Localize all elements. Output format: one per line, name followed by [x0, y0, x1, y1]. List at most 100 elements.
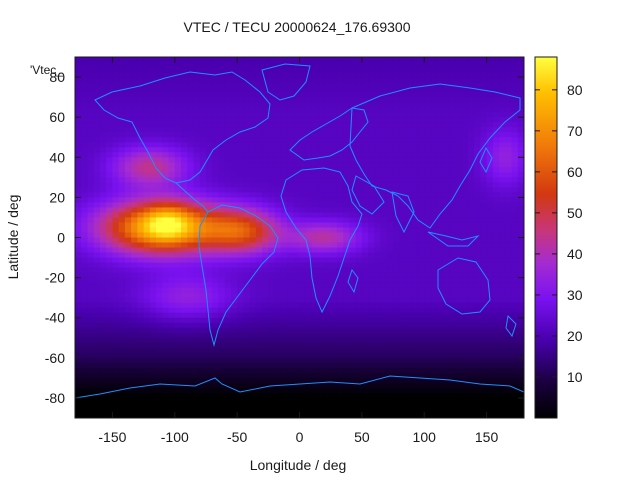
heatmap-cell: [255, 297, 263, 304]
heatmap-cell: [293, 362, 301, 369]
heatmap-cell: [212, 137, 220, 143]
heatmap-cell: [386, 92, 394, 98]
heatmap-cell: [112, 117, 120, 123]
heatmap-cell: [411, 247, 419, 254]
heatmap-cell: [492, 307, 500, 314]
heatmap-cell: [474, 317, 481, 324]
heatmap-cell: [162, 137, 170, 143]
heatmap-cell: [299, 337, 307, 344]
heatmap-cell: [112, 257, 120, 264]
heatmap-cell: [93, 132, 101, 138]
heatmap-cell: [255, 322, 263, 329]
heatmap-cell: [405, 252, 413, 259]
heatmap-cell: [174, 57, 182, 63]
heatmap-cell: [243, 397, 251, 404]
heatmap-cell: [361, 67, 369, 73]
heatmap-cell: [93, 267, 101, 274]
heatmap-cell: [87, 107, 95, 113]
heatmap-cell: [424, 192, 432, 198]
heatmap-cell: [205, 397, 213, 404]
heatmap-cell: [162, 247, 170, 254]
heatmap-cell: [81, 212, 89, 219]
heatmap-cell: [311, 287, 319, 294]
heatmap-cell: [187, 87, 195, 93]
heatmap-cell: [131, 357, 138, 364]
heatmap-cell: [299, 72, 307, 78]
heatmap-cell: [436, 297, 444, 304]
heatmap-cell: [243, 167, 251, 173]
heatmap-cell: [411, 132, 419, 138]
heatmap-cell: [187, 67, 195, 73]
heatmap-cell: [249, 382, 257, 389]
heatmap-cell: [405, 222, 413, 229]
heatmap-cell: [99, 302, 107, 309]
heatmap-cell: [287, 332, 294, 339]
heatmap-cell: [492, 367, 500, 374]
heatmap-cell: [299, 217, 307, 224]
heatmap-cell: [93, 372, 101, 379]
heatmap-cell: [499, 112, 506, 118]
heatmap-cell: [449, 302, 457, 309]
heatmap-cell: [461, 202, 469, 209]
heatmap-cell: [187, 302, 195, 309]
heatmap-cell: [336, 367, 344, 374]
heatmap-cell: [324, 382, 332, 389]
heatmap-cell: [124, 347, 132, 354]
heatmap-cell: [224, 97, 232, 103]
heatmap-cell: [106, 212, 114, 219]
heatmap-cell: [124, 342, 132, 349]
heatmap-cell: [374, 297, 382, 304]
heatmap-cell: [349, 407, 357, 414]
heatmap-cell: [174, 337, 182, 344]
heatmap-cell: [262, 397, 269, 404]
heatmap-cell: [324, 302, 332, 309]
heatmap-cell: [336, 227, 344, 234]
heatmap-cell: [181, 322, 188, 329]
heatmap-cell: [368, 312, 375, 319]
heatmap-cell: [143, 137, 151, 143]
heatmap-cell: [424, 317, 432, 324]
heatmap-cell: [368, 317, 375, 324]
heatmap-cell: [156, 72, 163, 78]
heatmap-cell: [336, 57, 344, 63]
heatmap-cell: [424, 257, 432, 264]
heatmap-cell: [380, 302, 388, 309]
heatmap-cell: [318, 312, 326, 319]
heatmap-cell: [505, 107, 513, 113]
heatmap-cell: [449, 202, 457, 209]
heatmap-cell: [474, 272, 481, 279]
heatmap-cell: [343, 212, 350, 219]
heatmap-cell: [162, 62, 170, 68]
heatmap-cell: [361, 152, 369, 158]
heatmap-cell: [106, 332, 114, 339]
heatmap-cell: [368, 242, 375, 249]
heatmap-cell: [311, 367, 319, 374]
heatmap-cell: [181, 332, 188, 339]
heatmap-cell: [486, 217, 494, 224]
heatmap-cell: [411, 192, 419, 198]
heatmap-cell: [305, 82, 313, 88]
heatmap-cell: [143, 192, 151, 198]
heatmap-cell: [131, 127, 138, 133]
heatmap-cell: [417, 262, 425, 269]
heatmap-cell: [137, 372, 145, 379]
heatmap-cell: [249, 297, 257, 304]
heatmap-cell: [324, 102, 332, 108]
heatmap-cell: [305, 242, 313, 249]
heatmap-cell: [449, 232, 457, 239]
heatmap-cell: [81, 247, 89, 254]
heatmap-cell: [149, 87, 157, 93]
heatmap-cell: [293, 292, 301, 299]
heatmap-cell: [124, 287, 132, 294]
heatmap-cell: [343, 237, 350, 244]
heatmap-cell: [399, 162, 407, 168]
heatmap-cell: [205, 177, 213, 183]
heatmap-cell: [212, 367, 220, 374]
heatmap-cell: [224, 157, 232, 163]
heatmap-cell: [162, 387, 170, 394]
heatmap-cell: [174, 207, 182, 214]
heatmap-cell: [336, 272, 344, 279]
heatmap-cell: [212, 287, 220, 294]
heatmap-cell: [311, 232, 319, 239]
heatmap-cell: [199, 227, 207, 234]
